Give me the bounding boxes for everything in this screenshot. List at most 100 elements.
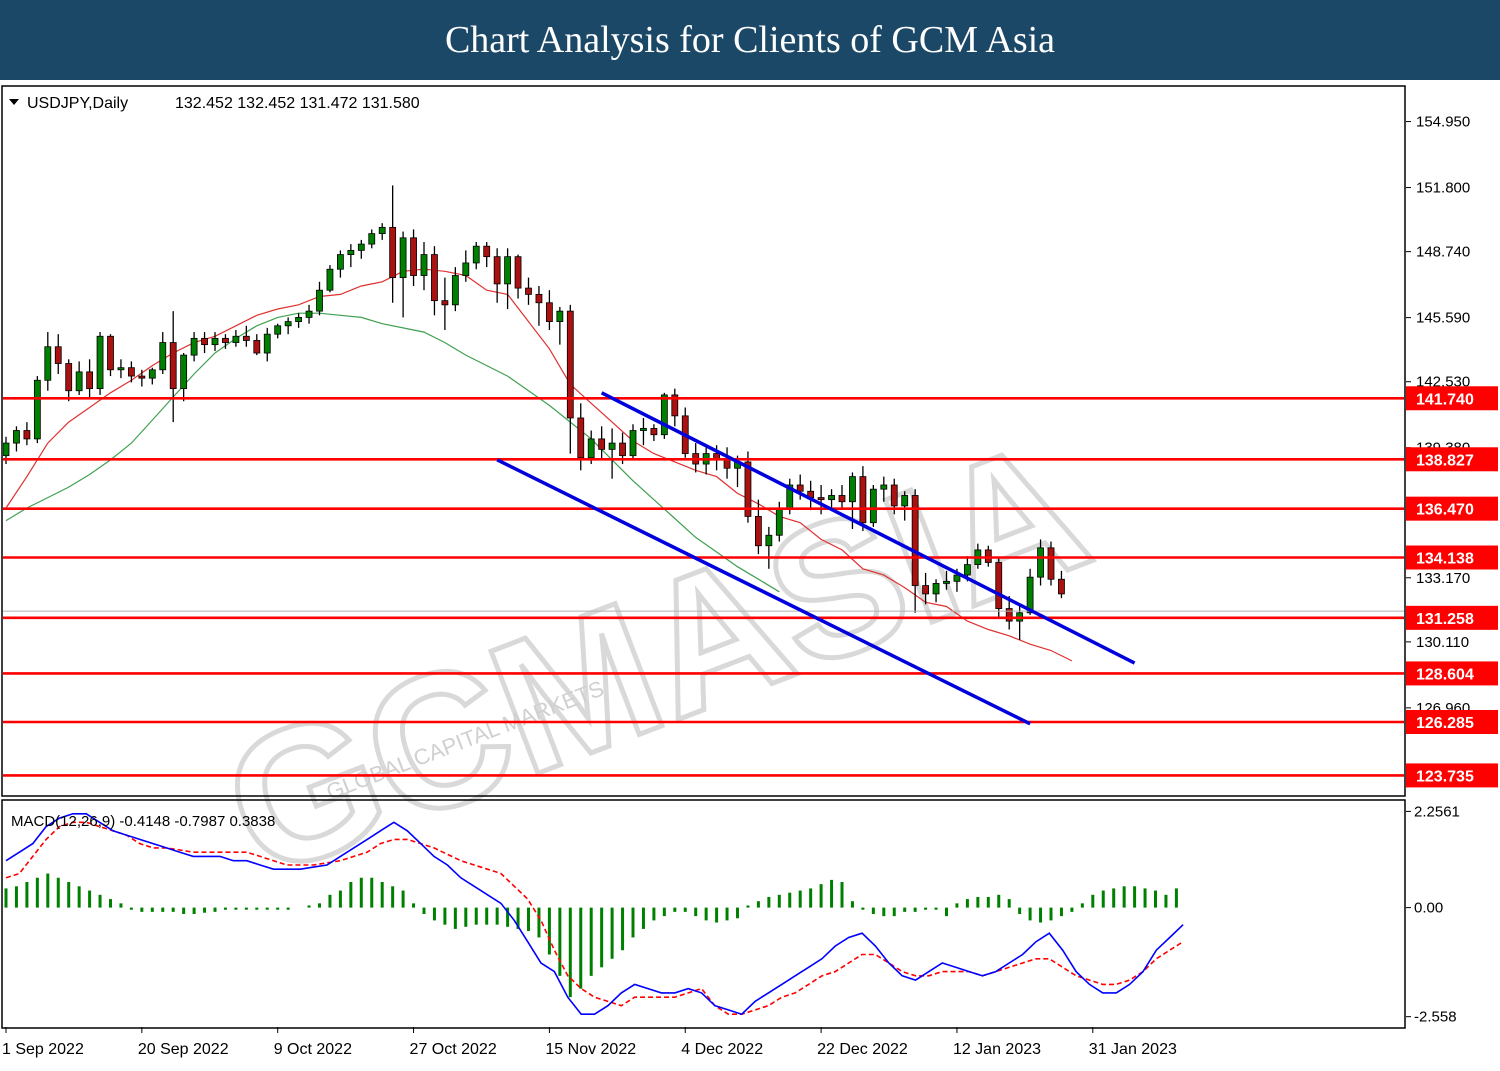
candle [765,526,773,569]
candle [305,304,313,324]
price-tick-label: 130.110 [1416,634,1469,651]
candle [75,361,83,395]
candle [316,281,323,316]
macd-tick-label: 0.00 [1414,900,1443,917]
candle-body [483,245,491,258]
candle [180,353,188,402]
candle-body [368,233,376,245]
candle-body [514,256,522,289]
candle-body [127,367,135,377]
candle [598,426,606,460]
candle-body [431,254,438,302]
candle [1005,596,1013,630]
candle-body [1037,547,1044,578]
candle-body [23,430,31,440]
candle [336,250,344,278]
candle-body [347,249,355,255]
candle [127,361,135,383]
candle [326,265,334,293]
candle-body [629,430,637,457]
candle-body [995,562,1003,609]
candle [1037,539,1044,586]
level-tag [1406,763,1498,788]
candle-body [619,442,626,457]
candle-body [911,495,919,586]
time-tick-label: 15 Nov 2022 [545,1041,636,1058]
candle [232,329,240,347]
candle [253,334,261,356]
main-plot-area [3,185,1404,777]
candle-body [869,488,877,524]
candle [922,572,929,605]
candle-body [389,226,397,279]
time-tick-label: 27 Oct 2022 [410,1041,497,1058]
candle [828,489,835,509]
candle-body [765,534,773,547]
candle [1047,541,1055,586]
candle-body [420,254,428,276]
candle-body [859,476,867,524]
macd-tick-label: 2.2561 [1414,803,1460,820]
candle-body [556,310,564,323]
macd-signal-line [5,821,1184,1016]
ma-fast-line [5,268,1073,662]
candle-body [232,335,240,343]
candle-body [159,342,167,371]
candle [869,484,877,527]
candle-body [44,346,52,381]
candle [504,248,512,310]
candle [368,229,376,249]
level-tag-label: 126.285 [1416,715,1474,732]
candle-body [86,371,93,390]
collapse-triangle-icon[interactable] [9,99,19,105]
candle-body [953,574,961,582]
candle-body [932,583,940,595]
level-tag [1406,496,1498,521]
candle-body [943,580,950,584]
candle [169,311,177,423]
candle-body [65,363,73,392]
candle-body [357,243,365,251]
price-tick-label: 151.800 [1416,180,1470,197]
channel-upper-line [600,391,1136,665]
candle [389,185,397,303]
candle-body [838,495,846,503]
time-tick-label: 12 Jan 2023 [953,1041,1041,1058]
candle-body [598,438,606,450]
candle [650,424,658,441]
price-chart[interactable]: GCMASIA GLOBAL CAPITAL MARKETS 154.95015… [0,80,1500,1071]
symbol-label: USDJPY,Daily [27,95,128,112]
time-tick-label: 1 Sep 2022 [2,1041,84,1058]
candle-body [378,226,386,235]
candle [13,426,20,452]
macd-plot-area [4,812,1184,1016]
candle-body [33,379,41,440]
candle-body [441,300,449,306]
candle-body [671,394,679,417]
candle-body [577,417,585,459]
macd-tick-label: -2.558 [1414,1009,1457,1026]
candle-body [169,342,177,390]
candle-body [399,237,407,279]
level-tag-label: 134.138 [1416,551,1474,568]
candle-body [263,333,271,354]
candle [880,476,888,502]
candle [420,242,428,291]
candle [284,317,292,335]
candle [462,250,470,282]
candle-body [462,262,470,276]
candle [671,388,679,427]
candle [211,332,219,351]
candle [86,359,93,398]
candle [660,392,668,439]
candle [744,451,752,523]
candle-body [201,337,208,346]
candle-body [566,310,574,419]
time-tick-label: 20 Sep 2022 [138,1041,229,1058]
candle [274,323,282,339]
candle-body [295,317,303,323]
candle [608,428,616,479]
candle [932,579,940,603]
candle [431,246,438,316]
candle [148,367,156,385]
